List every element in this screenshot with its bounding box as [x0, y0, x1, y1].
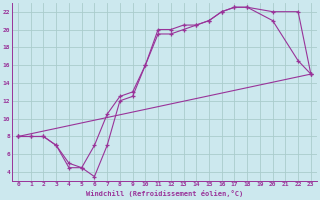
- X-axis label: Windchill (Refroidissement éolien,°C): Windchill (Refroidissement éolien,°C): [86, 190, 243, 197]
